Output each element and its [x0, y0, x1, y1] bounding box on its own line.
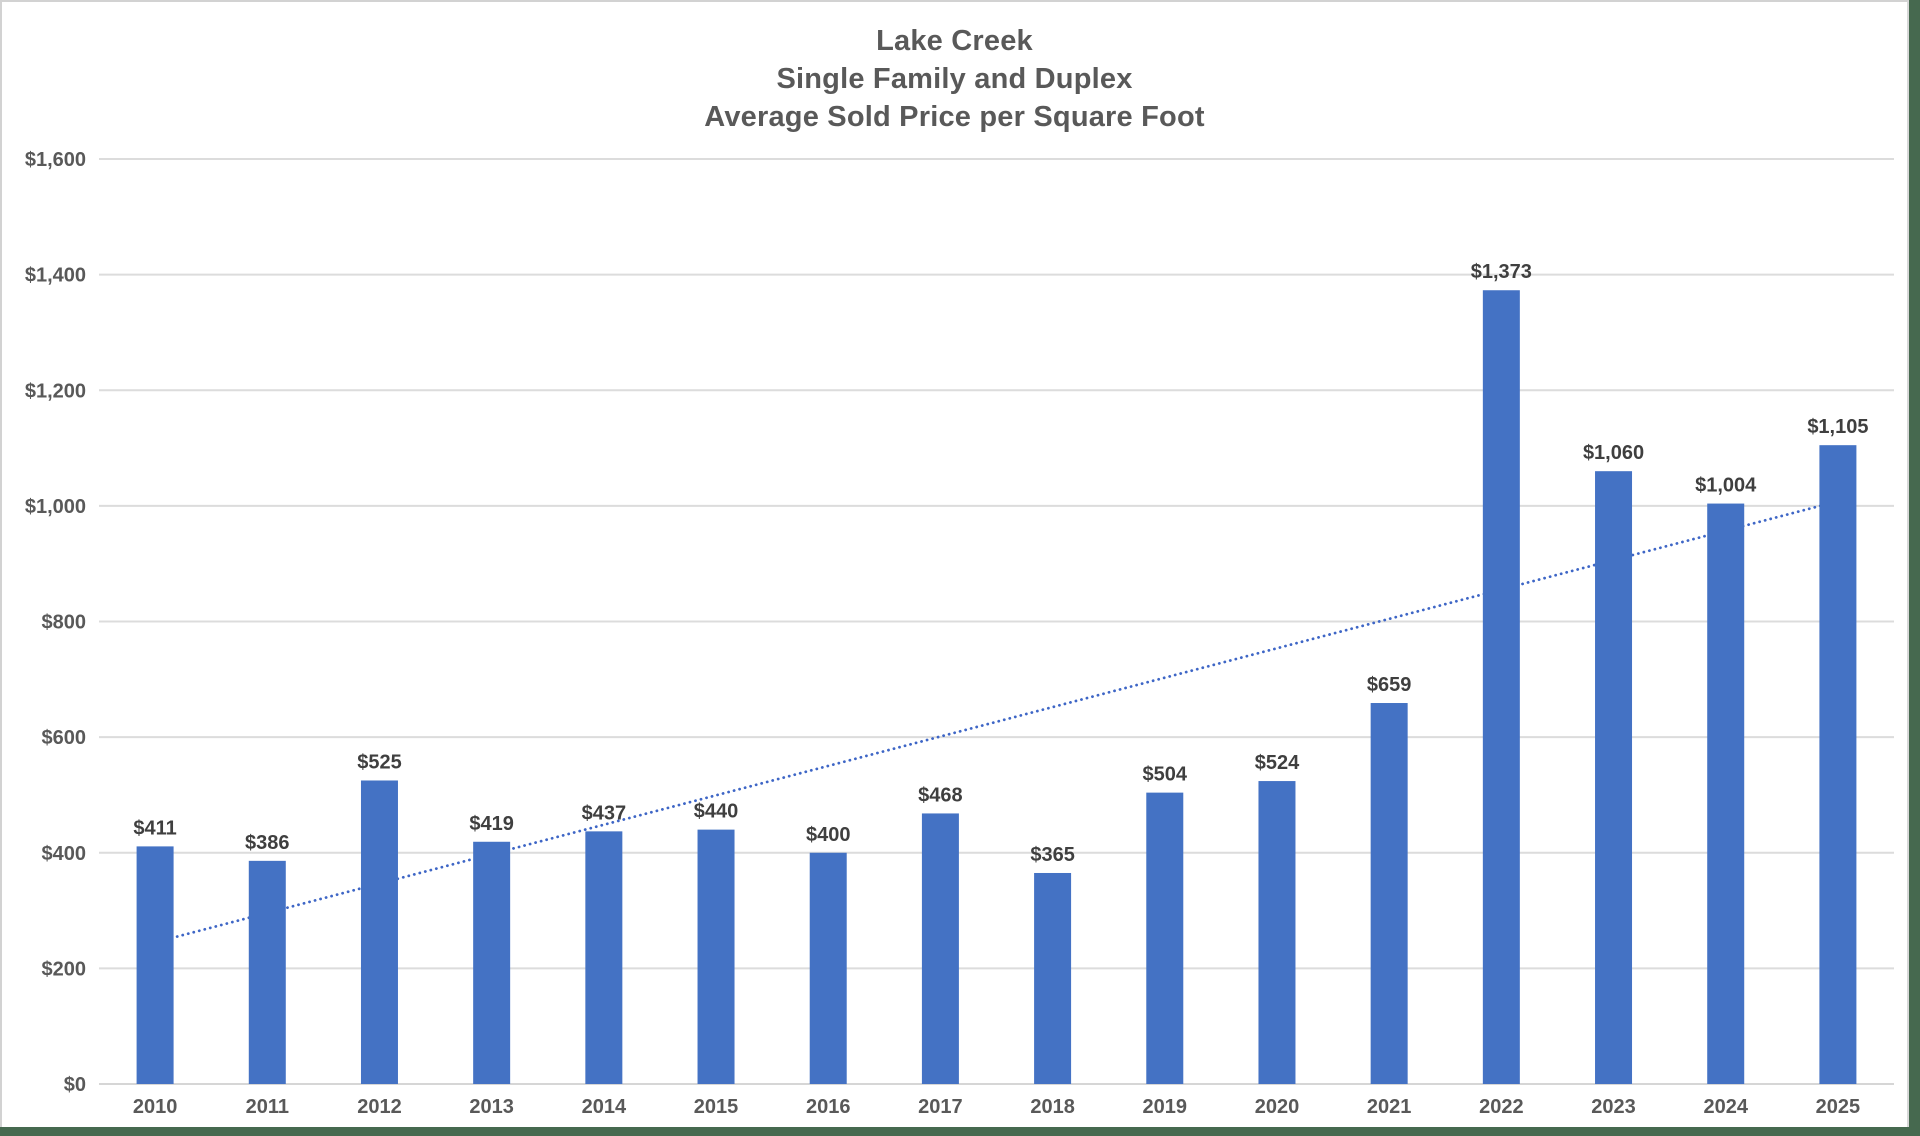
bar-value-label: $400: [806, 824, 851, 846]
bar-value-label: $659: [1367, 674, 1412, 696]
bar-value-label: $1,004: [1695, 475, 1757, 497]
bar-2025: [1819, 445, 1857, 1084]
bar-2015: [697, 829, 735, 1084]
bar-value-label: $365: [1030, 844, 1075, 866]
x-axis-label: 2021: [1367, 1096, 1412, 1118]
bar-2016: [809, 852, 847, 1084]
bar-2019: [1146, 792, 1184, 1084]
y-axis-tick-label: $800: [42, 612, 87, 634]
x-axis-label: 2016: [806, 1096, 851, 1118]
x-axis-label: 2012: [357, 1096, 402, 1118]
x-axis-label: 2015: [694, 1096, 739, 1118]
bar-value-label: $1,373: [1471, 261, 1532, 283]
bar-2012: [360, 780, 398, 1084]
chart-title-line-2: Single Family and Duplex: [776, 63, 1133, 95]
x-axis-label: 2018: [1030, 1096, 1075, 1118]
x-axis-label: 2013: [469, 1096, 514, 1118]
bar-2018: [1034, 872, 1072, 1084]
bar-value-label: $525: [357, 751, 402, 773]
chart-title-line-3: Average Sold Price per Square Foot: [704, 101, 1205, 133]
bar-2024: [1707, 503, 1745, 1084]
y-axis-tick-label: $1,200: [25, 380, 86, 402]
y-axis-tick-label: $1,600: [25, 149, 86, 171]
bar-value-label: $1,060: [1583, 442, 1644, 464]
x-axis-label: 2019: [1143, 1096, 1188, 1118]
chart-title: Lake Creek Single Family and Duplex Aver…: [2, 22, 1907, 136]
bar-2022: [1482, 290, 1520, 1084]
y-axis-tick-label: $1,400: [25, 265, 86, 287]
x-axis-label: 2022: [1479, 1096, 1524, 1118]
y-axis-tick-label: $200: [42, 958, 87, 980]
x-axis-label: 2024: [1703, 1096, 1748, 1118]
x-axis-label: 2014: [582, 1096, 627, 1118]
bar-2010: [136, 846, 174, 1084]
bar-2021: [1370, 703, 1408, 1084]
x-axis-label: 2020: [1255, 1096, 1300, 1118]
x-axis-label: 2017: [918, 1096, 963, 1118]
y-axis-tick-label: $400: [42, 843, 87, 865]
bar-value-label: $504: [1143, 764, 1188, 786]
y-axis-tick-label: $600: [42, 727, 87, 749]
x-axis-label: 2025: [1816, 1096, 1861, 1118]
bar-2014: [585, 831, 623, 1084]
bar-2013: [473, 841, 511, 1084]
y-axis-tick-label: $0: [64, 1074, 86, 1096]
bar-value-label: $440: [694, 801, 739, 823]
x-axis-label: 2023: [1591, 1096, 1636, 1118]
x-axis-label: 2010: [133, 1096, 178, 1118]
chart-title-line-1: Lake Creek: [876, 25, 1033, 57]
bar-value-label: $437: [582, 802, 627, 824]
bar-2020: [1258, 781, 1296, 1084]
bar-value-label: $1,105: [1807, 416, 1868, 438]
bar-2023: [1595, 471, 1633, 1084]
bar-value-label: $468: [918, 784, 963, 806]
y-axis-tick-label: $1,000: [25, 496, 86, 518]
bar-value-label: $524: [1255, 752, 1300, 774]
x-axis-label: 2011: [246, 1096, 289, 1118]
bar-value-label: $386: [245, 832, 290, 854]
bar-2017: [921, 813, 959, 1084]
bar-value-label: $419: [469, 813, 514, 835]
trendline: [153, 499, 1840, 944]
bar-2011: [248, 860, 286, 1084]
bar-value-label: $411: [133, 817, 176, 839]
